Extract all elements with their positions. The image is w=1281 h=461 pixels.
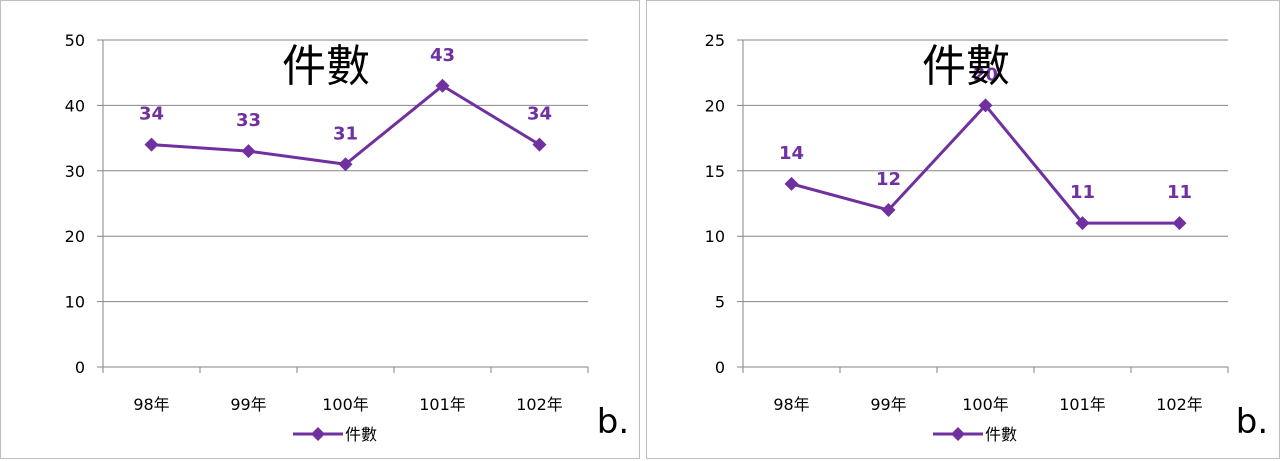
x-tick-label: 99年 [230, 395, 266, 414]
data-label: 31 [333, 123, 358, 144]
data-point-marker [1172, 216, 1187, 231]
data-label: 34 [527, 104, 552, 125]
x-tick-label: 102年 [1156, 395, 1203, 414]
data-label: 14 [779, 143, 804, 164]
panel-tag: b. [597, 402, 629, 442]
data-label: 33 [236, 110, 261, 131]
x-tick-label: 99年 [870, 395, 906, 414]
y-tick-label: 30 [65, 162, 85, 181]
data-label: 11 [1070, 182, 1095, 203]
y-tick-label: 0 [75, 358, 85, 377]
data-point-marker [978, 98, 993, 113]
x-tick-label: 101年 [1059, 395, 1106, 414]
x-tick-label: 98年 [773, 395, 809, 414]
y-tick-label: 10 [705, 227, 725, 246]
chart-panel-left: 0 10 20 30 40 50 98年 99年 100年 101年 102年 34 33 31 43 34 件… [0, 0, 640, 459]
data-point-marker [144, 137, 159, 152]
data-point-marker [435, 78, 450, 93]
x-tick-label: 102年 [516, 395, 563, 414]
x-tick-label: 100年 [322, 395, 369, 414]
legend-label: 件數 [345, 425, 377, 444]
data-point-marker [532, 137, 547, 152]
y-tick-label: 5 [715, 293, 725, 312]
line-chart-right: 0 5 10 15 20 25 98年 99年 100年 101年 102年 14 12 20 11 11 件數… [705, 31, 1269, 444]
y-tick-label: 20 [705, 96, 725, 115]
y-tick-label: 0 [715, 358, 725, 377]
panel-tag: b. [1236, 402, 1268, 442]
x-tick-label: 100年 [962, 395, 1009, 414]
chart-title: 件數 [922, 41, 1010, 92]
data-label: 34 [139, 104, 164, 125]
data-point-marker [881, 203, 896, 218]
x-tick-label: 98年 [133, 395, 169, 414]
y-tick-label: 10 [65, 293, 85, 312]
y-tick-label: 40 [65, 96, 85, 115]
y-tick-label: 50 [65, 31, 85, 50]
data-label: 12 [876, 169, 901, 190]
y-tick-label: 15 [705, 162, 725, 181]
chart-panel-right: 0 5 10 15 20 25 98年 99年 100年 101年 102年 14 12 20 11 11 件數… [646, 0, 1280, 459]
data-point-marker [1075, 216, 1090, 231]
chart-title: 件數 [282, 41, 370, 92]
y-tick-label: 25 [705, 31, 725, 50]
legend-label: 件數 [985, 425, 1017, 444]
data-point-marker [338, 157, 353, 172]
data-label: 11 [1167, 182, 1192, 203]
line-chart-left: 0 10 20 30 40 50 98年 99年 100年 101年 102年 34 33 31 43 34 件… [65, 31, 630, 444]
y-tick-label: 20 [65, 227, 85, 246]
data-point-marker [784, 176, 799, 191]
data-label: 43 [430, 45, 455, 66]
data-label: 20 [973, 64, 998, 85]
data-point-marker [241, 144, 256, 159]
diamond-line-icon [951, 427, 965, 441]
series-line [791, 103, 1180, 225]
diamond-line-icon [311, 427, 325, 441]
x-tick-label: 101年 [419, 395, 466, 414]
